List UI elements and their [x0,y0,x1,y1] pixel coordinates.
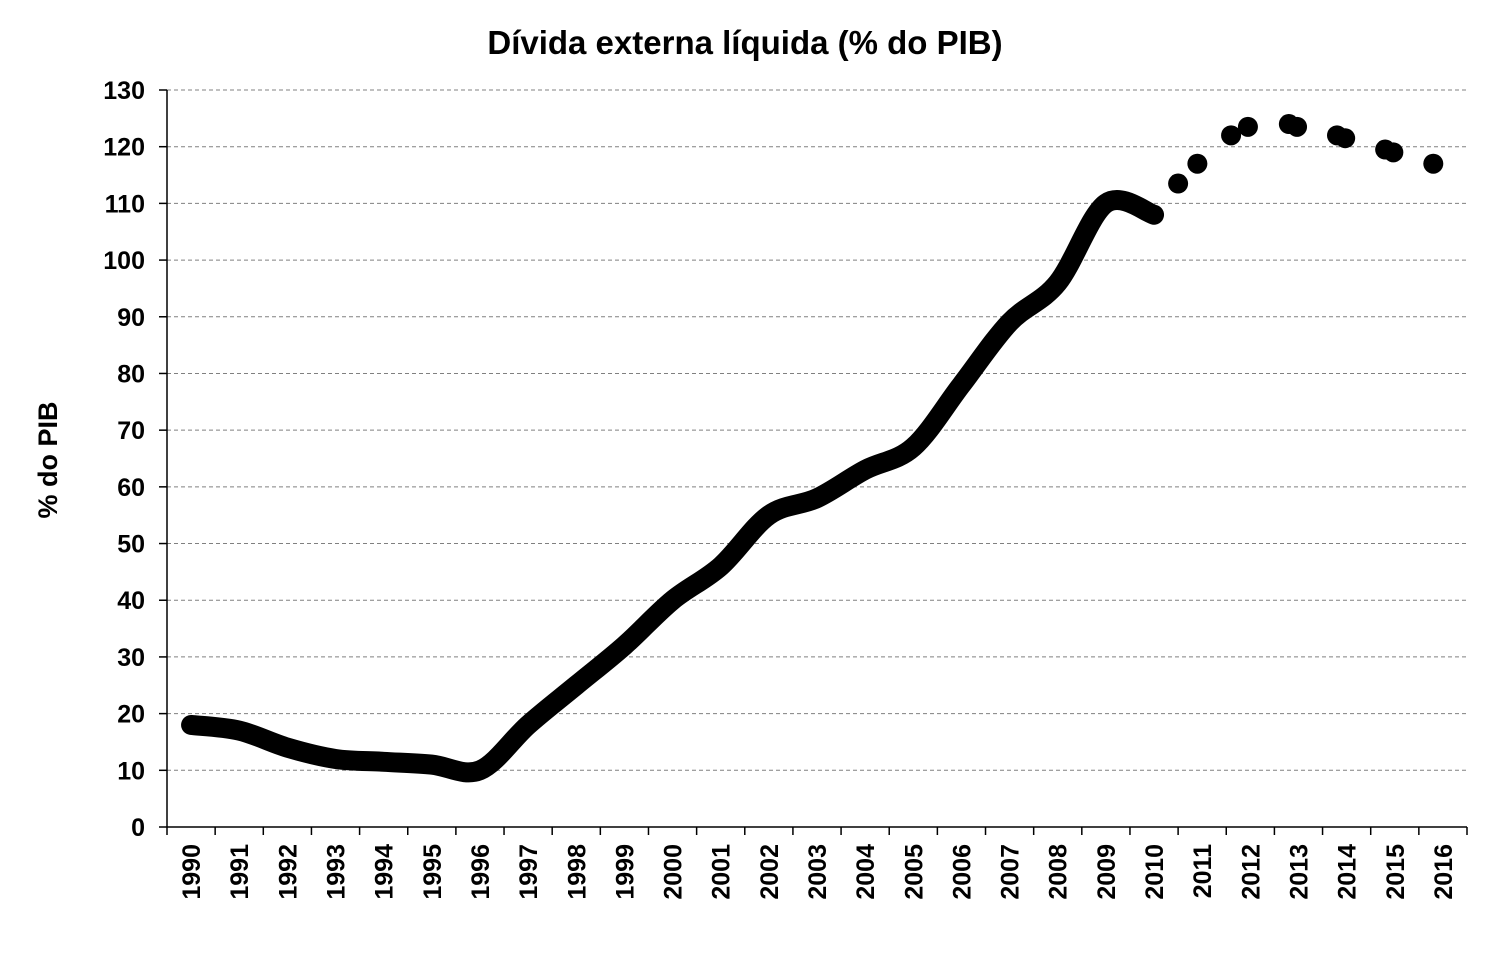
y-tick-label-100: 100 [103,247,145,275]
projected-dot-10 [1423,153,1444,174]
x-tick-label-1995: 1995 [419,844,447,900]
projected-dot-7 [1335,128,1356,149]
y-tick-label-130: 130 [103,77,145,105]
y-tick-label-110: 110 [105,190,145,218]
projected-dot-9 [1383,142,1404,163]
x-tick-label-2004: 2004 [852,844,880,900]
x-tick-label-2005: 2005 [900,844,928,900]
x-tick-label-1998: 1998 [563,844,591,900]
x-tick-label-1992: 1992 [274,844,302,900]
x-tick-label-1999: 1999 [611,844,639,900]
y-tick-label-20: 20 [117,701,145,729]
x-tick-labels: 1990 1991 1992 1993 1994 1995 1996 1997 1998 1999… [178,844,1458,900]
y-tick-label-0: 0 [131,814,145,842]
y-tick-labels: 0 10 20 30 40 50 60 70 80 90 100 110 120 130 [103,77,145,842]
series-line-0 [181,190,1165,783]
x-tick-label-2010: 2010 [1141,844,1169,900]
y-axis-label: % do PIB [33,401,63,518]
x-tick-label-2014: 2014 [1334,844,1362,900]
x-tick-label-2015: 2015 [1382,844,1410,900]
projected-dot-2 [1221,125,1242,146]
x-tick-label-1997: 1997 [515,844,543,900]
x-tick-label-1994: 1994 [371,844,399,900]
projected-dot-0 [1168,173,1189,194]
x-tick-label-2003: 2003 [804,844,832,900]
projected-dot-1 [1187,153,1208,174]
projected-dot-3 [1237,116,1258,137]
x-tick-label-2009: 2009 [1093,844,1121,900]
projected-dot-5 [1287,116,1308,137]
gridlines [167,89,1467,771]
x-tick-label-2001: 2001 [708,844,736,900]
x-tick-label-2000: 2000 [660,844,688,900]
y-tick-label-80: 80 [117,360,145,388]
y-tick-label-120: 120 [103,134,145,162]
x-tick-label-2016: 2016 [1430,844,1458,900]
x-tick-label-2006: 2006 [948,844,976,900]
x-tick-label-1993: 1993 [323,844,351,900]
x-tick-label-2007: 2007 [997,844,1025,900]
y-tick-label-40: 40 [117,587,145,615]
x-tick-label-1996: 1996 [467,844,495,900]
y-tick-label-30: 30 [117,644,145,672]
y-tick-label-90: 90 [117,304,145,332]
y-tick-label-70: 70 [117,417,145,445]
x-tick-label-1990: 1990 [178,844,206,900]
x-tick-label-2008: 2008 [1045,844,1073,900]
x-tick-label-2002: 2002 [756,844,784,900]
x-tick-label-1991: 1991 [226,844,254,900]
axes [159,89,1468,835]
y-tick-label-10: 10 [117,757,145,785]
x-tick-label-2012: 2012 [1237,844,1265,900]
chart-title: Dívida externa líquida (% do PIB) [487,24,1002,61]
y-tick-label-60: 60 [117,474,145,502]
x-tick-label-2011: 2011 [1189,844,1217,898]
x-tick-label-2013: 2013 [1285,844,1313,900]
y-tick-label-50: 50 [117,531,145,559]
series [181,114,1444,783]
